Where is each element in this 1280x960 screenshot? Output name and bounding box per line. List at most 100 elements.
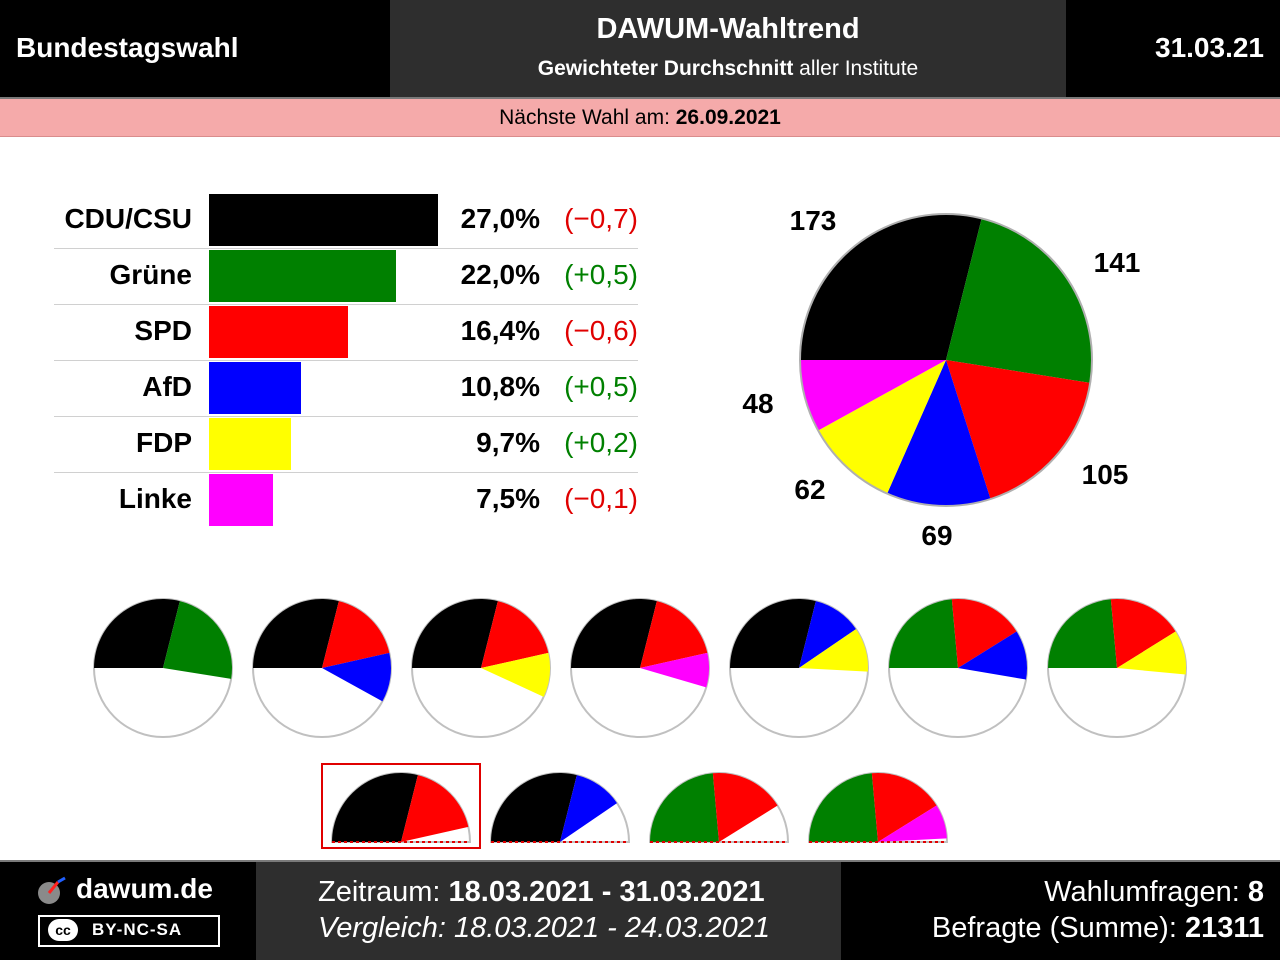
coalition-slice <box>889 599 958 668</box>
pie-label: 105 <box>1082 459 1129 490</box>
highlight-frame <box>321 763 481 849</box>
pie-slice <box>946 218 1092 383</box>
change-label: (+0,2) <box>564 427 638 458</box>
coalition-slice <box>481 652 550 697</box>
coalition-slice <box>871 773 937 842</box>
subtitle-rest: aller Institute <box>799 57 919 80</box>
seat-pie-chart: 173 141 105 69 62 48 <box>742 205 1141 551</box>
coalition-slice <box>1117 631 1187 675</box>
bar <box>209 194 438 246</box>
row-divider <box>54 304 638 305</box>
pie-label: 48 <box>742 388 773 419</box>
period-label: Zeitraum: <box>318 876 441 908</box>
party-label: FDP <box>136 427 192 458</box>
next-election-label: Nächste Wahl am: <box>499 106 670 129</box>
bar <box>209 306 349 358</box>
respondents: Befragte (Summe): 21311 <box>932 912 1264 945</box>
bar-value-label: 22,0% <box>460 259 540 290</box>
poll-count-label: Wahlumfragen: <box>1044 876 1240 908</box>
header-left-panel <box>0 0 390 97</box>
change-label: (+0,5) <box>564 259 638 290</box>
coalition-slice <box>951 599 1017 668</box>
coalition-slice <box>799 629 868 672</box>
coalition-slice <box>571 599 657 668</box>
party-label: Linke <box>118 483 192 514</box>
header-center-panel <box>390 0 1066 97</box>
change-label: (+0,5) <box>564 371 638 402</box>
pie-slice <box>887 360 991 507</box>
coalition-slice <box>799 601 856 668</box>
change-label: (−0,7) <box>564 203 638 234</box>
poll-count-value: 8 <box>1247 876 1264 908</box>
pie-slice <box>818 360 946 494</box>
coalition-slice <box>94 599 180 668</box>
coalition-slice <box>412 599 498 668</box>
coalition-slice <box>640 601 708 668</box>
site-link[interactable]: dawum.de <box>76 873 213 904</box>
row-divider <box>54 248 638 249</box>
coalition-slice <box>1048 599 1117 668</box>
coalition-slice <box>560 775 617 842</box>
party-label: CDU/CSU <box>64 203 192 234</box>
pie-label: 141 <box>1094 247 1141 278</box>
license-badge[interactable]: cc BY-NC-SA <box>38 915 220 947</box>
next-election-bar: Nächste Wahl am: 26.09.2021 <box>0 99 1280 137</box>
pie-label: 62 <box>794 474 825 505</box>
change-label: (−0,6) <box>564 315 638 346</box>
comparison-period: Vergleich: 18.03.2021 - 24.03.2021 <box>318 912 770 944</box>
header-right-panel <box>1066 0 1280 97</box>
bar <box>209 250 396 302</box>
bar-value-label: 10,8% <box>460 371 540 402</box>
coalition-slice <box>401 775 469 842</box>
coalition-slice <box>650 773 719 842</box>
header-divider <box>0 97 1280 99</box>
coalition-slice <box>332 773 418 842</box>
coalition-slice <box>481 601 549 668</box>
change-label: (−0,1) <box>564 483 638 514</box>
pie-label: 173 <box>790 205 837 236</box>
coalition-slice <box>958 631 1027 680</box>
period-value: 18.03.2021 - 31.03.2021 <box>448 876 765 908</box>
coalition-slice <box>878 805 947 842</box>
bar-value-label: 9,7% <box>476 427 540 458</box>
pie-label: 69 <box>921 520 952 551</box>
dawum-logo-icon <box>38 876 66 904</box>
coalition-slice <box>491 773 577 842</box>
header-date: 31.03.21 <box>1155 32 1264 63</box>
coalition-slice <box>322 601 390 668</box>
cc-icon: cc <box>48 919 78 941</box>
row-divider <box>54 360 638 361</box>
bar <box>209 418 292 470</box>
pie-outline <box>799 213 1093 507</box>
coalition-slice <box>730 599 816 668</box>
next-election-date: 26.09.2021 <box>675 106 781 129</box>
pie-slice <box>800 214 982 360</box>
footer-divider <box>0 860 1280 862</box>
coalition-slice <box>163 601 232 679</box>
coalition-charts <box>93 598 1187 849</box>
period: Zeitraum: 18.03.2021 - 31.03.2021 <box>318 876 765 909</box>
party-label: SPD <box>134 315 192 346</box>
coalition-slice <box>322 652 392 702</box>
footer-center-panel <box>256 862 841 960</box>
subtitle: Gewichteter Durchschnitt aller Institute <box>390 57 1066 81</box>
license-label: BY-NC-SA <box>92 920 183 939</box>
subtitle-bold: Gewichteter Durchschnitt <box>537 57 794 80</box>
election-name: Bundestagswahl <box>16 32 239 63</box>
poll-count: Wahlumfragen: 8 <box>1044 876 1264 909</box>
row-divider <box>54 472 638 473</box>
page-title: DAWUM-Wahltrend <box>596 13 860 45</box>
coalition-slice <box>640 652 710 688</box>
coalition-slice <box>1110 599 1176 668</box>
respondents-label: Befragte (Summe): <box>931 912 1177 944</box>
bar <box>209 474 273 526</box>
respondents-value: 21311 <box>1184 912 1264 944</box>
bar-value-label: 7,5% <box>476 483 540 514</box>
pie-slice <box>946 360 1091 500</box>
bar <box>209 362 301 414</box>
party-label: Grüne <box>109 259 192 290</box>
coalition-slice <box>253 599 339 668</box>
bar-value-label: 27,0% <box>460 203 540 234</box>
coalition-slice <box>809 773 878 842</box>
row-divider <box>54 416 638 417</box>
